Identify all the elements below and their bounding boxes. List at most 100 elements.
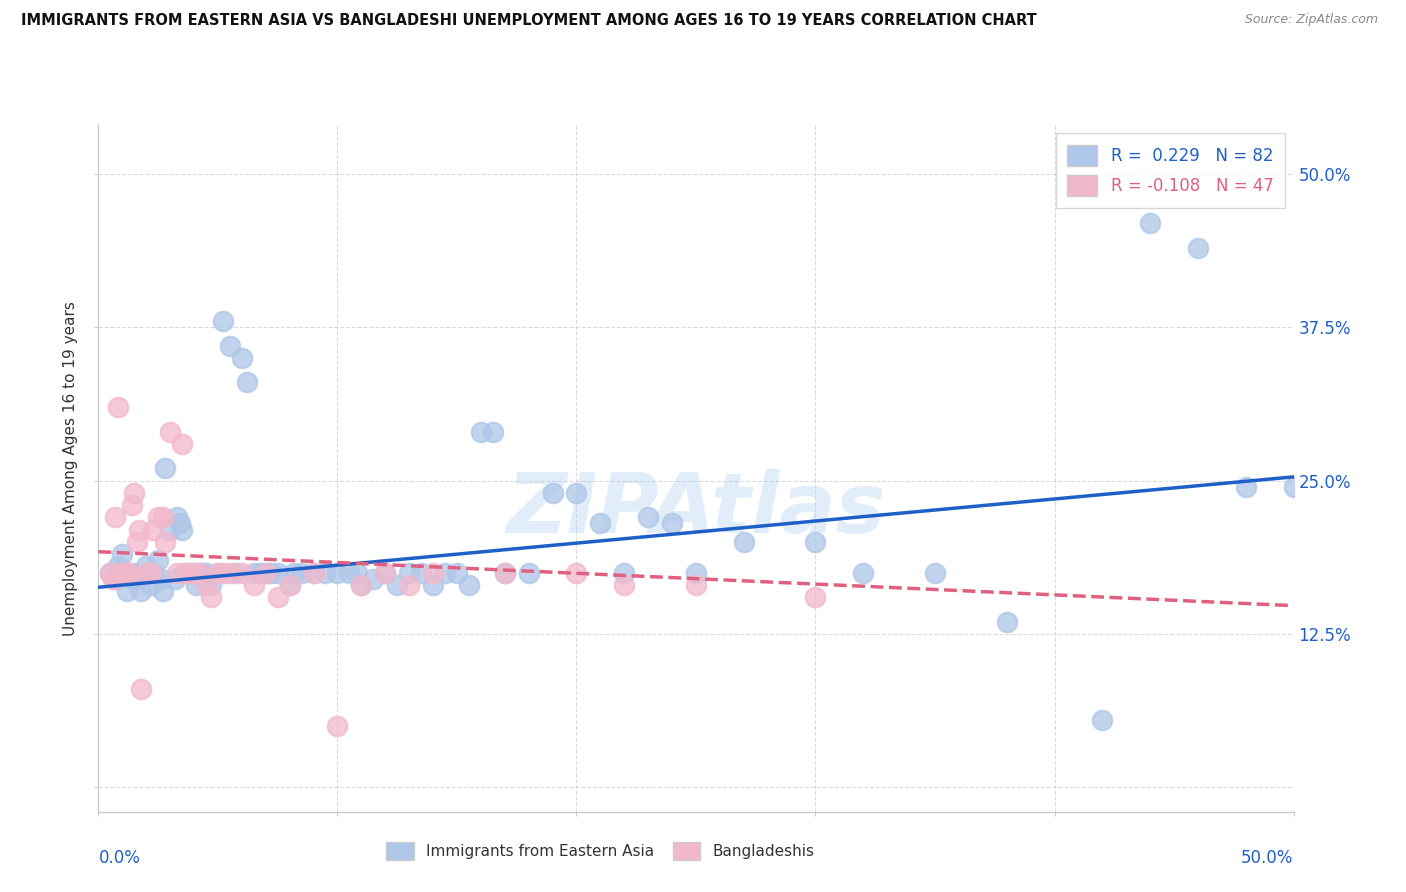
Point bbox=[114, 566, 136, 580]
Point bbox=[152, 583, 174, 598]
Point bbox=[219, 339, 242, 353]
Point bbox=[142, 523, 165, 537]
Point bbox=[346, 566, 368, 580]
Point bbox=[166, 510, 188, 524]
Point bbox=[685, 566, 707, 580]
Point bbox=[207, 566, 229, 580]
Point bbox=[243, 566, 266, 580]
Point bbox=[250, 566, 273, 580]
Point bbox=[159, 425, 181, 439]
Point bbox=[118, 566, 141, 580]
Point bbox=[107, 400, 129, 414]
Point bbox=[187, 566, 209, 580]
Point bbox=[804, 590, 827, 604]
Point bbox=[148, 553, 170, 567]
Point bbox=[155, 461, 177, 475]
Point bbox=[613, 566, 636, 580]
Point bbox=[326, 719, 349, 733]
Point bbox=[135, 566, 157, 580]
Point bbox=[291, 566, 314, 580]
Point bbox=[121, 572, 143, 586]
Point bbox=[125, 534, 148, 549]
Point bbox=[481, 425, 505, 439]
Point bbox=[374, 566, 396, 580]
Point bbox=[219, 566, 242, 580]
Point bbox=[172, 523, 194, 537]
Point bbox=[446, 566, 468, 580]
Point bbox=[278, 578, 301, 592]
Point bbox=[179, 566, 201, 580]
Point bbox=[385, 578, 409, 592]
Point bbox=[254, 566, 277, 580]
Point bbox=[101, 572, 124, 586]
Point bbox=[176, 566, 198, 580]
Point bbox=[166, 566, 188, 580]
Point bbox=[235, 376, 257, 390]
Point bbox=[148, 510, 170, 524]
Point bbox=[637, 510, 659, 524]
Point bbox=[278, 578, 301, 592]
Point bbox=[363, 572, 385, 586]
Point bbox=[142, 566, 165, 580]
Point bbox=[231, 566, 253, 580]
Point bbox=[125, 572, 148, 586]
Point bbox=[852, 566, 875, 580]
Point bbox=[187, 566, 209, 580]
Point bbox=[924, 566, 946, 580]
Point bbox=[121, 498, 143, 512]
Point bbox=[128, 523, 150, 537]
Point bbox=[115, 566, 138, 580]
Point bbox=[155, 534, 177, 549]
Point bbox=[139, 578, 162, 592]
Point bbox=[458, 578, 481, 592]
Point bbox=[1139, 216, 1161, 230]
Point bbox=[302, 566, 325, 580]
Point bbox=[104, 510, 127, 524]
Point bbox=[350, 578, 373, 592]
Point bbox=[302, 566, 325, 580]
Point bbox=[169, 516, 191, 531]
Point bbox=[685, 578, 707, 592]
Point bbox=[104, 572, 127, 586]
Text: Source: ZipAtlas.com: Source: ZipAtlas.com bbox=[1244, 13, 1378, 27]
Point bbox=[326, 566, 349, 580]
Point bbox=[995, 615, 1018, 629]
Point bbox=[398, 578, 420, 592]
Point bbox=[733, 534, 755, 549]
Point bbox=[139, 566, 162, 580]
Point bbox=[173, 566, 195, 580]
Point bbox=[118, 566, 141, 580]
Point bbox=[541, 485, 564, 500]
Point bbox=[183, 566, 205, 580]
Point bbox=[211, 566, 233, 580]
Point bbox=[398, 566, 420, 580]
Point bbox=[422, 578, 444, 592]
Point bbox=[186, 578, 208, 592]
Point bbox=[152, 510, 174, 524]
Point bbox=[517, 566, 540, 580]
Point bbox=[589, 516, 612, 531]
Point bbox=[470, 425, 492, 439]
Point bbox=[194, 566, 218, 580]
Point bbox=[111, 566, 134, 580]
Point bbox=[804, 534, 827, 549]
Point bbox=[494, 566, 516, 580]
Point bbox=[124, 485, 146, 500]
Point bbox=[98, 566, 122, 580]
Point bbox=[131, 681, 153, 696]
Point bbox=[350, 578, 373, 592]
Point bbox=[107, 559, 129, 574]
Text: IMMIGRANTS FROM EASTERN ASIA VS BANGLADESHI UNEMPLOYMENT AMONG AGES 16 TO 19 YEA: IMMIGRANTS FROM EASTERN ASIA VS BANGLADE… bbox=[21, 13, 1036, 29]
Point bbox=[315, 566, 337, 580]
Point bbox=[243, 578, 266, 592]
Point bbox=[613, 578, 636, 592]
Point bbox=[267, 566, 290, 580]
Point bbox=[207, 566, 229, 580]
Point bbox=[200, 578, 222, 592]
Point bbox=[135, 559, 157, 574]
Point bbox=[374, 566, 396, 580]
Point bbox=[339, 566, 360, 580]
Point bbox=[179, 566, 201, 580]
Point bbox=[138, 566, 160, 580]
Point bbox=[267, 590, 290, 604]
